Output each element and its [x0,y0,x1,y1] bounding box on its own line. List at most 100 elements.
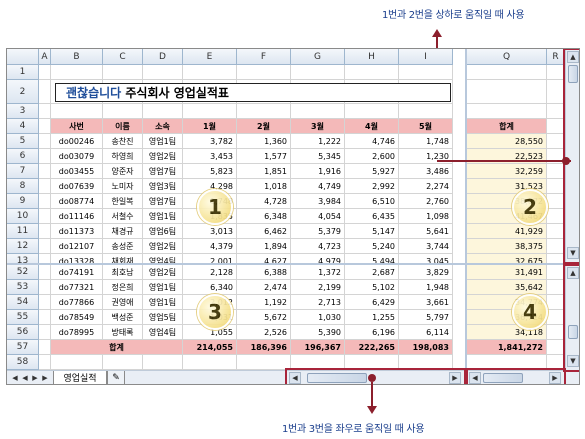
month-value-cell[interactable]: 5,494 [345,254,399,263]
scroll-right-icon[interactable]: ▶ [549,372,561,384]
name-cell[interactable]: 하영희 [103,149,143,164]
month-value-cell[interactable]: 6,114 [399,325,453,340]
cell[interactable] [39,254,51,263]
table-header-cell[interactable]: 3월 [291,119,345,134]
month-value-cell[interactable]: 3,486 [399,164,453,179]
month-value-cell[interactable]: 5,345 [291,149,345,164]
month-value-cell[interactable]: 5,390 [291,325,345,340]
row-header[interactable]: 3 [7,104,39,119]
pane-1[interactable]: A B C D E F G H I 1 2 괜찮습니다 주식회사 영업실적표 3 4 사번 이름 소속 1월 2월 3… [7,49,465,263]
employee-id-cell[interactable]: do78549 [51,310,103,325]
month-value-cell[interactable]: 6,429 [345,295,399,310]
month-value-cell[interactable]: 4,723 [291,239,345,254]
month-value-cell[interactable]: 3,045 [399,254,453,263]
row-header[interactable]: 52 [7,265,39,280]
row-header[interactable]: 2 [7,80,39,104]
name-cell[interactable]: 노미자 [103,179,143,194]
month-value-cell[interactable]: 3,829 [399,265,453,280]
cell[interactable] [291,65,345,80]
team-cell[interactable]: 영업1팀 [143,280,183,295]
cell[interactable] [143,65,183,80]
team-cell[interactable]: 영업4팀 [143,325,183,340]
vertical-scrollbar-top[interactable]: ▲ ▼ [565,49,579,263]
cell[interactable] [39,194,51,209]
month-value-cell[interactable]: 1,948 [399,280,453,295]
scroll-left-icon[interactable]: ◀ [289,372,301,384]
team-cell[interactable]: 영업5팀 [143,310,183,325]
month-value-cell[interactable]: 1,748 [399,134,453,149]
row-header[interactable]: 11 [7,224,39,239]
month-value-cell[interactable]: 2,687 [345,265,399,280]
month-value-cell[interactable]: 2,474 [237,280,291,295]
name-cell[interactable]: 권영애 [103,295,143,310]
column-header[interactable]: I [399,49,453,65]
cell[interactable] [103,104,143,119]
column-header[interactable]: D [143,49,183,65]
row-header[interactable]: 56 [7,325,39,340]
team-cell[interactable]: 영업2팀 [143,239,183,254]
cell[interactable] [467,80,547,104]
employee-id-cell[interactable]: do07639 [51,179,103,194]
cell[interactable] [467,104,547,119]
cell[interactable] [39,325,51,340]
row-header[interactable]: 1 [7,65,39,80]
scroll-right-icon[interactable]: ▶ [449,372,461,384]
table-header-cell[interactable]: 사번 [51,119,103,134]
cell[interactable] [39,104,51,119]
last-sheet-icon[interactable]: ▶ [42,374,48,382]
team-cell[interactable]: 영업3팀 [143,179,183,194]
vertical-scrollbar-bottom[interactable]: ▲ ▼ [565,265,579,384]
cell[interactable] [467,65,547,80]
column-header[interactable]: H [345,49,399,65]
month-value-cell[interactable]: 4,746 [345,134,399,149]
cell[interactable] [183,355,237,370]
row-total-cell[interactable]: 35,642 [467,280,547,295]
name-cell[interactable]: 송찬진 [103,134,143,149]
cell[interactable] [39,340,51,355]
month-value-cell[interactable]: 2,713 [291,295,345,310]
cell[interactable] [183,65,237,80]
month-value-cell[interactable]: 1,192 [237,295,291,310]
name-cell[interactable]: 채경규 [103,224,143,239]
table-header-cell[interactable]: 소속 [143,119,183,134]
name-cell[interactable]: 백성준 [103,310,143,325]
employee-id-cell[interactable]: do12107 [51,239,103,254]
table-header-cell[interactable]: 4월 [345,119,399,134]
employee-id-cell[interactable]: do03079 [51,149,103,164]
row-header[interactable]: 57 [7,340,39,355]
month-value-cell[interactable]: 1,851 [237,164,291,179]
month-value-cell[interactable]: 5,672 [237,310,291,325]
cell[interactable] [39,239,51,254]
column-header[interactable]: F [237,49,291,65]
month-value-cell[interactable]: 1,577 [237,149,291,164]
month-value-cell[interactable]: 1,894 [237,239,291,254]
name-cell[interactable]: 송성준 [103,239,143,254]
cell[interactable] [39,355,51,370]
table-header-cell[interactable]: 2월 [237,119,291,134]
column-header[interactable]: C [103,49,143,65]
vertical-scroll-thumb-top[interactable] [568,65,578,83]
month-value-cell[interactable]: 6,340 [183,280,237,295]
scroll-up-icon[interactable]: ▲ [567,267,579,279]
name-cell[interactable]: 한일복 [103,194,143,209]
month-value-cell[interactable]: 2,526 [237,325,291,340]
month-value-cell[interactable]: 3,013 [183,224,237,239]
month-value-cell[interactable]: 1,255 [345,310,399,325]
column-header[interactable]: Q [467,49,547,65]
next-sheet-icon[interactable]: ▶ [32,374,38,382]
table-header-cell[interactable]: 이름 [103,119,143,134]
month-value-cell[interactable]: 3,744 [399,239,453,254]
vertical-split-bar[interactable] [465,49,467,370]
month-value-cell[interactable]: 4,749 [291,179,345,194]
row-header[interactable]: 53 [7,280,39,295]
month-value-cell[interactable]: 4,728 [237,194,291,209]
horizontal-scroll-thumb-left[interactable] [307,373,367,383]
scroll-up-icon[interactable]: ▲ [567,51,579,63]
cell[interactable] [39,164,51,179]
month-value-cell[interactable]: 1,360 [237,134,291,149]
cell[interactable] [39,134,51,149]
scroll-down-icon[interactable]: ▼ [567,355,579,367]
month-value-cell[interactable]: 4,979 [291,254,345,263]
team-cell[interactable]: 영업1팀 [143,295,183,310]
month-value-cell[interactable]: 3,984 [291,194,345,209]
